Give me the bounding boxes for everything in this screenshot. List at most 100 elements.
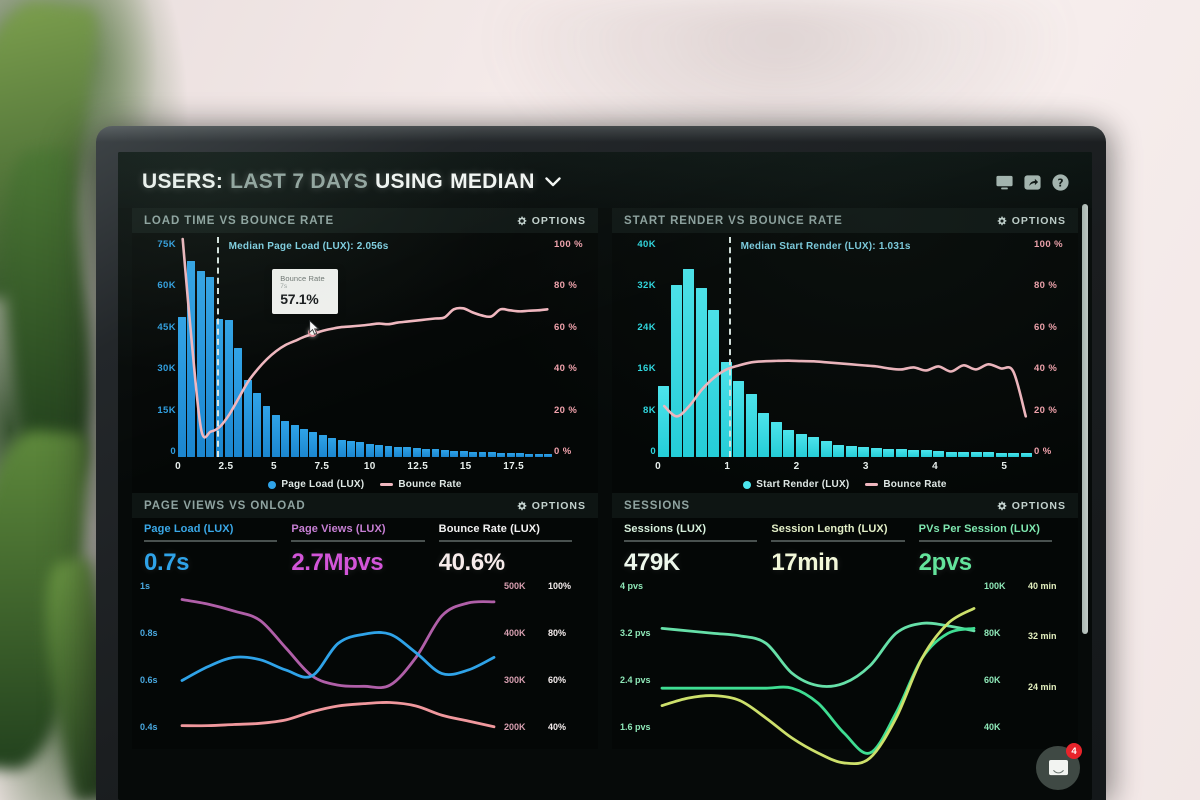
bar[interactable] bbox=[440, 450, 449, 457]
bar[interactable] bbox=[450, 450, 459, 457]
bar[interactable] bbox=[356, 442, 365, 457]
bar[interactable] bbox=[196, 270, 205, 457]
bar[interactable] bbox=[178, 317, 186, 457]
kpi-value: 40.6% bbox=[438, 548, 505, 576]
bar[interactable] bbox=[375, 444, 384, 457]
bar[interactable] bbox=[393, 446, 402, 457]
kpi-card[interactable]: Sessions (LUX) 479K bbox=[624, 523, 771, 577]
legend-item[interactable]: Bounce Rate bbox=[380, 479, 461, 490]
bar[interactable] bbox=[870, 448, 882, 457]
bar[interactable] bbox=[683, 268, 695, 457]
bar[interactable] bbox=[845, 446, 857, 457]
bar[interactable] bbox=[1020, 453, 1032, 457]
bar[interactable] bbox=[920, 450, 932, 457]
bar[interactable] bbox=[795, 434, 807, 457]
panel-options-button[interactable]: OPTIONS bbox=[517, 500, 586, 512]
bar[interactable] bbox=[970, 452, 982, 457]
bar[interactable] bbox=[1008, 452, 1020, 457]
bar[interactable] bbox=[544, 453, 553, 457]
bar[interactable] bbox=[745, 394, 757, 457]
bar[interactable] bbox=[309, 432, 318, 457]
bar[interactable] bbox=[983, 452, 995, 457]
y-axis-tick-label: 24 min bbox=[1028, 681, 1057, 692]
bar[interactable] bbox=[708, 309, 720, 457]
legend-item[interactable]: Page Load (LUX) bbox=[268, 479, 364, 490]
bar[interactable] bbox=[808, 437, 820, 457]
share-icon[interactable] bbox=[1023, 173, 1042, 192]
bar[interactable] bbox=[720, 361, 732, 457]
bar[interactable] bbox=[758, 413, 770, 457]
bar[interactable] bbox=[281, 420, 290, 457]
bar[interactable] bbox=[403, 447, 412, 457]
y-axis-tick-label: 400K bbox=[504, 627, 526, 638]
bar[interactable] bbox=[933, 451, 945, 457]
bar[interactable] bbox=[516, 453, 524, 457]
bar[interactable] bbox=[525, 453, 534, 457]
bar[interactable] bbox=[365, 443, 374, 457]
bar[interactable] bbox=[224, 320, 233, 457]
bar[interactable] bbox=[908, 449, 920, 457]
scrollbar-thumb[interactable] bbox=[1082, 204, 1088, 634]
bar[interactable] bbox=[858, 447, 870, 457]
panel-options-button[interactable]: OPTIONS bbox=[997, 215, 1066, 227]
median-marker-line bbox=[217, 237, 220, 457]
kpi-card[interactable]: Bounce Rate (LUX) 40.6% bbox=[438, 523, 586, 577]
desktop-icon[interactable] bbox=[995, 173, 1014, 192]
kpi-card[interactable]: PVs Per Session (LUX) 2pvs bbox=[918, 523, 1066, 577]
bar[interactable] bbox=[995, 452, 1007, 457]
help-icon[interactable]: ? bbox=[1051, 173, 1070, 192]
bar[interactable] bbox=[318, 435, 327, 457]
bar[interactable] bbox=[300, 429, 308, 457]
bar[interactable] bbox=[347, 441, 355, 457]
bar[interactable] bbox=[497, 452, 506, 457]
bar[interactable] bbox=[253, 393, 262, 457]
bar[interactable] bbox=[243, 379, 252, 457]
bar[interactable] bbox=[262, 406, 271, 457]
vertical-scrollbar[interactable] bbox=[1082, 204, 1088, 764]
bar[interactable] bbox=[234, 348, 243, 457]
chat-support-button[interactable]: 4 bbox=[1036, 743, 1082, 790]
bar[interactable] bbox=[215, 318, 224, 457]
chevron-down-icon[interactable] bbox=[545, 172, 561, 192]
legend-item[interactable]: Start Render (LUX) bbox=[743, 479, 849, 490]
bar[interactable] bbox=[958, 451, 970, 457]
page-title-range: LAST 7 DAYS bbox=[230, 170, 369, 193]
x-axis-tick-label: 2.5 bbox=[218, 461, 234, 472]
bar[interactable] bbox=[783, 429, 795, 457]
bar[interactable] bbox=[770, 421, 782, 457]
bar[interactable] bbox=[384, 445, 393, 457]
chart-load-time-vs-bounce-rate: 75K 60K 45K 30K 15K 0 100 % 80 % 60 % 40 % 20 % 0 … bbox=[132, 233, 598, 493]
legend-item[interactable]: Bounce Rate bbox=[865, 479, 946, 490]
bar[interactable] bbox=[328, 438, 337, 457]
bar[interactable] bbox=[271, 414, 280, 457]
bar[interactable] bbox=[206, 276, 215, 457]
bar[interactable] bbox=[422, 448, 431, 457]
kpi-card[interactable]: Page Load (LUX) 0.7s bbox=[144, 523, 291, 577]
y-axis-tick-label: 60 % bbox=[1034, 321, 1058, 333]
panel-options-button[interactable]: OPTIONS bbox=[517, 215, 586, 227]
bar[interactable] bbox=[820, 440, 832, 457]
bar[interactable] bbox=[733, 380, 745, 457]
bar[interactable] bbox=[883, 448, 895, 457]
bar[interactable] bbox=[412, 448, 421, 457]
bar[interactable] bbox=[895, 449, 907, 457]
bar[interactable] bbox=[833, 445, 845, 457]
bar[interactable] bbox=[658, 386, 670, 457]
bar[interactable] bbox=[459, 451, 468, 457]
bar[interactable] bbox=[945, 451, 957, 457]
bar[interactable] bbox=[469, 451, 477, 457]
bar[interactable] bbox=[670, 285, 682, 457]
bar[interactable] bbox=[695, 288, 707, 457]
bar[interactable] bbox=[506, 452, 515, 457]
bar[interactable] bbox=[290, 425, 299, 457]
panel-options-button[interactable]: OPTIONS bbox=[997, 500, 1066, 512]
bar[interactable] bbox=[431, 449, 440, 457]
bar[interactable] bbox=[337, 439, 346, 457]
kpi-card[interactable]: Session Length (LUX) 17min bbox=[771, 523, 918, 577]
kpi-card[interactable]: Page Views (LUX) 2.7Mpvs bbox=[291, 523, 438, 577]
page-title[interactable]: USERS: LAST 7 DAYS USING MEDIAN bbox=[142, 170, 561, 194]
bar[interactable] bbox=[487, 452, 496, 457]
bar[interactable] bbox=[534, 453, 543, 457]
bar[interactable] bbox=[187, 260, 196, 457]
bar[interactable] bbox=[478, 452, 487, 457]
